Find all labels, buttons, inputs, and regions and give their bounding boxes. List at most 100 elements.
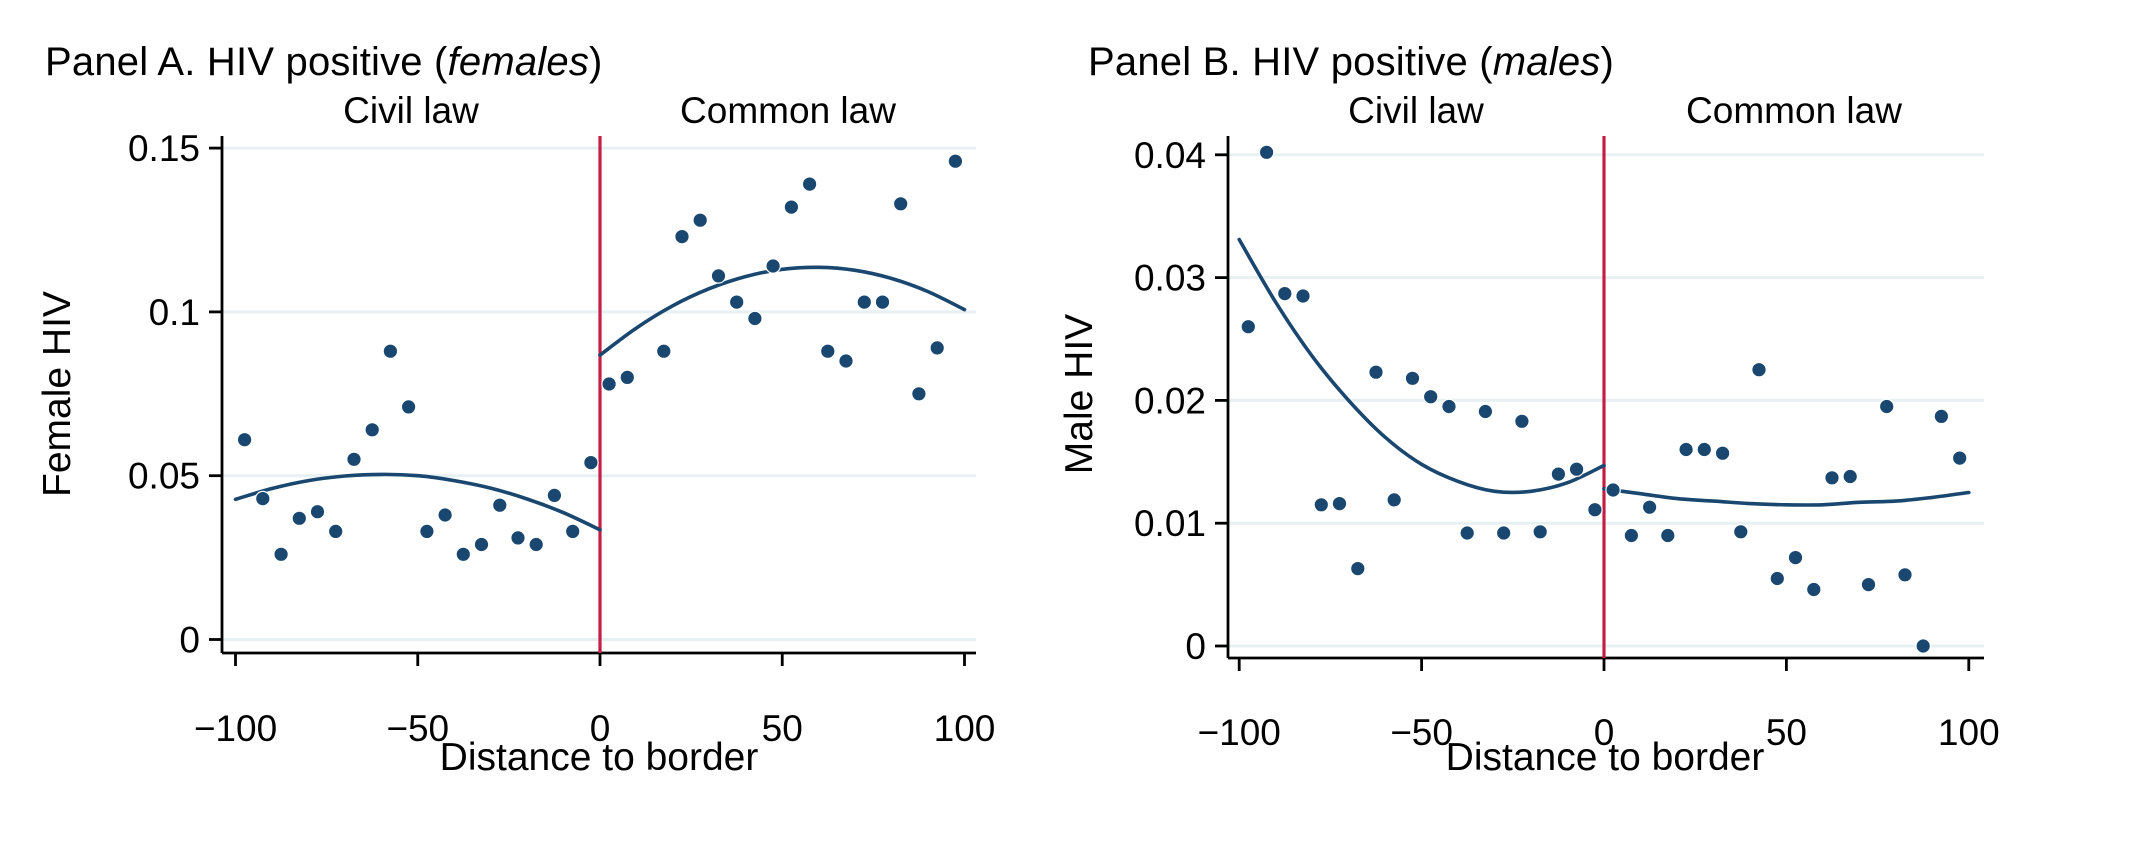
data-point xyxy=(1660,527,1676,544)
data-point xyxy=(1714,445,1731,461)
data-point xyxy=(1678,441,1694,458)
data-point xyxy=(1751,361,1767,378)
panel-a-title-suffix: ) xyxy=(589,40,603,84)
data-point xyxy=(1459,525,1475,541)
data-point xyxy=(1623,527,1640,544)
panel-b-title-prefix: Panel B. HIV positive ( xyxy=(1088,40,1493,84)
data-point xyxy=(1258,144,1275,161)
data-point xyxy=(601,376,617,392)
panel-b: 0 0.01 0.02 0.03 0.04 −100 −50 0 50 100 xyxy=(1134,135,2000,753)
panel-a: 0 0.05 0.1 0.15 −100 −50 0 50 100 xyxy=(128,128,995,749)
data-point xyxy=(892,196,909,212)
data-point xyxy=(1331,495,1348,512)
panel-b-title: Panel B. HIV positive (males) xyxy=(1088,40,1614,85)
data-point xyxy=(236,431,253,448)
x-tick-label: 100 xyxy=(1938,712,2000,753)
x-tick-label: 50 xyxy=(1766,712,1807,753)
data-point xyxy=(1240,318,1257,335)
y-tick-label: 0.02 xyxy=(1134,380,1206,421)
data-point xyxy=(1350,560,1366,577)
data-point xyxy=(382,343,399,359)
data-point xyxy=(947,153,964,169)
data-point xyxy=(1514,413,1530,430)
data-point xyxy=(1933,408,1950,425)
data-point xyxy=(455,546,472,563)
data-point xyxy=(309,503,326,520)
data-point xyxy=(564,523,581,540)
panel-b-civil-law-label: Civil law xyxy=(1348,90,1484,131)
data-point xyxy=(291,510,308,527)
x-tick-label: 0 xyxy=(590,708,611,749)
data-point xyxy=(728,294,745,310)
y-tick-label: 0.01 xyxy=(1134,503,1206,544)
y-tick-label: 0.1 xyxy=(149,292,200,333)
x-tick-label: −50 xyxy=(386,708,449,749)
data-point xyxy=(874,294,891,310)
data-point xyxy=(419,523,435,540)
data-point xyxy=(528,536,544,553)
data-point xyxy=(546,487,563,504)
data-point xyxy=(583,454,599,471)
x-tick-label: −50 xyxy=(1390,712,1453,753)
data-point xyxy=(273,546,289,563)
data-point xyxy=(1295,288,1311,304)
y-tick-label: 0 xyxy=(179,620,200,661)
data-point xyxy=(1277,285,1293,302)
y-tick-label: 0.03 xyxy=(1134,258,1206,299)
y-tick-label: 0.04 xyxy=(1134,135,1206,176)
panel-a-common-law-label: Common law xyxy=(680,90,896,131)
data-point xyxy=(1422,388,1439,405)
data-point xyxy=(346,451,362,468)
x-tick-label: −100 xyxy=(1198,712,1281,753)
data-point xyxy=(1404,370,1421,387)
data-point xyxy=(1641,499,1658,515)
y-tick-label: 0.15 xyxy=(128,128,200,169)
panel-a-y-axis-title: Female HIV xyxy=(36,291,79,497)
data-point xyxy=(510,530,526,546)
y-tick-label: 0 xyxy=(1185,626,1206,667)
x-tick-label: 50 xyxy=(762,708,803,749)
data-point xyxy=(1368,364,1384,380)
data-point xyxy=(1787,549,1804,566)
data-point xyxy=(856,294,873,310)
data-point xyxy=(747,310,763,327)
x-tick-label: −100 xyxy=(194,708,277,749)
data-point xyxy=(1860,576,1877,593)
data-point xyxy=(911,385,927,402)
data-point xyxy=(655,343,672,359)
fit-curve xyxy=(1237,237,1606,495)
data-point xyxy=(1495,525,1512,541)
data-point xyxy=(473,536,490,553)
data-point xyxy=(1587,501,1603,518)
x-tick-label: 0 xyxy=(1594,712,1615,753)
y-tick-label: 0.05 xyxy=(128,456,200,497)
data-point xyxy=(254,490,271,507)
data-point xyxy=(819,343,836,359)
data-point xyxy=(1733,523,1749,540)
panel-a-title-italic: females xyxy=(447,40,590,84)
data-point xyxy=(1824,469,1840,486)
fit-curve xyxy=(598,265,967,357)
data-point xyxy=(619,369,636,386)
data-point xyxy=(1550,466,1567,482)
panel-a-x-axis-title: Distance to border xyxy=(439,736,759,779)
fit-curve xyxy=(1602,487,1971,507)
panel-a-civil-law-label: Civil law xyxy=(343,90,479,131)
data-point xyxy=(1386,492,1402,508)
data-point xyxy=(1915,638,1931,654)
data-point xyxy=(1842,468,1858,485)
data-point xyxy=(437,507,453,523)
panel-b-y-axis-title: Male HIV xyxy=(1058,313,1101,475)
data-point xyxy=(783,199,800,215)
data-point xyxy=(1313,496,1330,513)
panel-b-x-axis-title: Distance to border xyxy=(1445,736,1765,779)
x-tick-label: 100 xyxy=(934,708,996,749)
data-point xyxy=(1806,581,1822,598)
data-point xyxy=(400,399,417,415)
data-point xyxy=(674,228,690,245)
panel-b-title-suffix: ) xyxy=(1600,40,1615,84)
data-point xyxy=(801,176,818,192)
data-point xyxy=(1605,482,1621,498)
